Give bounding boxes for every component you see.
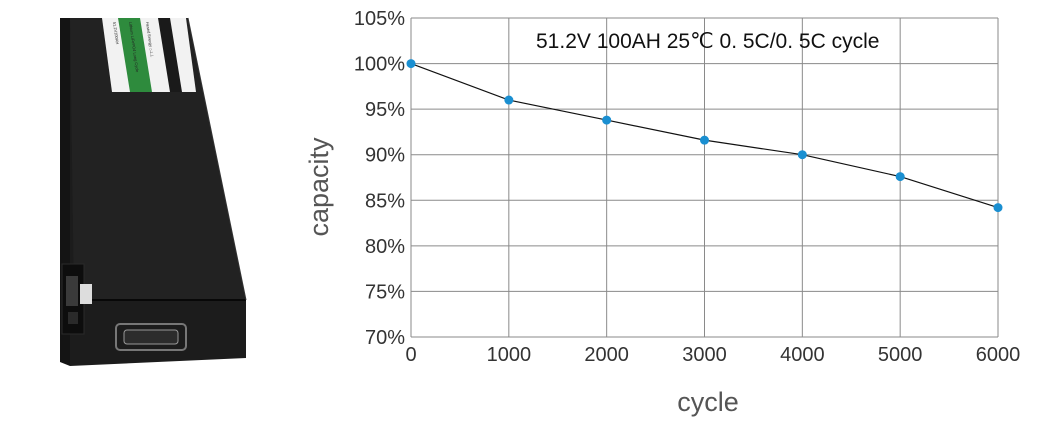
battery-label-sticker: Hesed Energy ⌂⊥⊥ Lithium LiFePO4 Long Cy… — [102, 18, 196, 92]
chart-title: 51.2V 100AH 25℃ 0. 5C/0. 5C cycle — [536, 30, 879, 53]
battery-product-photo: Hesed Energy ⌂⊥⊥ Lithium LiFePO4 Long Cy… — [60, 17, 247, 366]
x-axis-label: cycle — [677, 387, 739, 417]
x-tick-label: 6000 — [976, 344, 1021, 366]
data-point — [993, 203, 1003, 213]
y-axis-label: capacity — [304, 137, 334, 237]
y-tick-label: 105% — [354, 8, 405, 30]
data-point — [504, 95, 514, 105]
x-tick-labels: 0 1000 2000 3000 4000 5000 6000 — [405, 344, 1020, 366]
y-tick-label: 90% — [365, 145, 405, 167]
chart-grid — [410, 17, 999, 338]
y-tick-labels: 70% 75% 80% 85% 90% 95% 100% 105% — [354, 8, 405, 349]
y-tick-label: 85% — [365, 190, 405, 212]
y-tick-label: 80% — [365, 236, 405, 258]
battery-handle — [115, 323, 187, 351]
label-line2: 51.2V100AH — [112, 21, 120, 44]
x-tick-label: 3000 — [682, 344, 727, 366]
y-tick-label: 95% — [365, 99, 405, 121]
data-point — [895, 172, 905, 182]
x-tick-label: 5000 — [878, 344, 923, 366]
x-tick-label: 1000 — [487, 344, 532, 366]
y-tick-label: 70% — [365, 327, 405, 349]
y-tick-label: 100% — [354, 54, 405, 76]
y-tick-label: 75% — [365, 281, 405, 303]
data-point — [602, 115, 612, 125]
battery-terminal-panel — [61, 263, 92, 335]
x-tick-label: 0 — [405, 344, 416, 366]
data-point — [797, 150, 807, 160]
capacity-series-markers — [406, 59, 1003, 213]
data-point — [700, 135, 709, 145]
data-point — [406, 59, 416, 69]
label-brand: Hesed Energy ⌂⊥⊥ — [145, 21, 155, 58]
x-tick-label: 2000 — [584, 344, 629, 366]
x-tick-label: 4000 — [780, 344, 825, 366]
